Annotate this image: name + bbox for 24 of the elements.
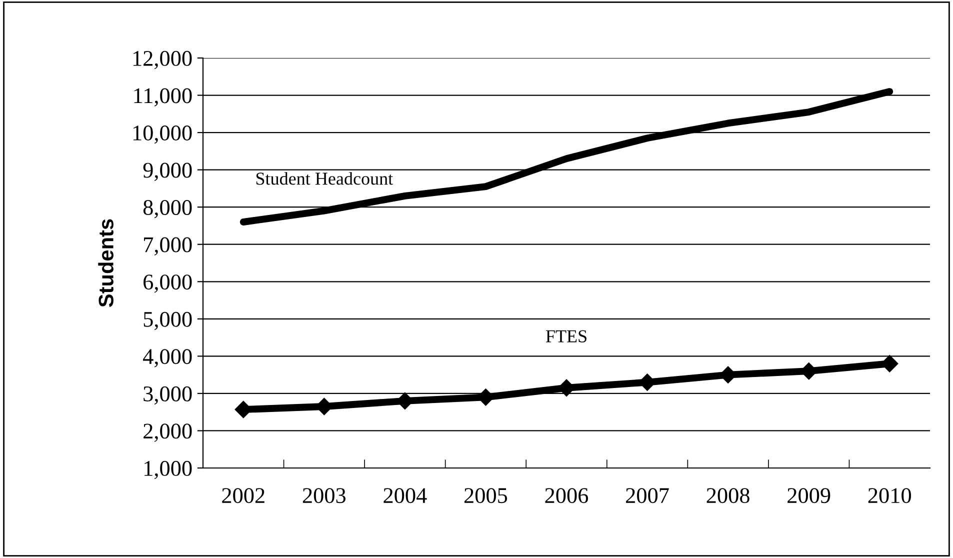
y-tick-label: 9,000 (143, 162, 192, 181)
y-tick-label: 6,000 (144, 274, 192, 293)
x-tick-label: 2010 (868, 488, 911, 504)
x-tick-label: 2003 (302, 488, 346, 504)
y-tick-label: 12,000 (133, 50, 192, 70)
y-axis-title: Students (98, 219, 114, 307)
y-tick-label: 4,000 (143, 349, 192, 368)
x-tick-label: 2006 (545, 488, 588, 504)
x-tick-label: 2002 (222, 488, 264, 504)
y-tick-label: 5,000 (144, 312, 192, 330)
series-label: Student Headcount (256, 172, 394, 185)
y-tick-label: 11,000 (134, 88, 192, 106)
y-tick-label: 10,000 (133, 125, 192, 144)
y-tick-label: 2,000 (144, 424, 192, 442)
x-tick-label: 2009 (788, 488, 830, 504)
x-tick-label: 2008 (706, 488, 750, 504)
x-tick-label: 2005 (464, 488, 508, 504)
x-tick-label: 2004 (384, 488, 427, 504)
text: FTES (546, 330, 586, 342)
y-tick-label: 1,000 (144, 460, 192, 480)
y-tick-label: 3,000 (144, 386, 192, 405)
y-tick-label: 8,000 (143, 200, 192, 218)
x-tick-label: 2007 (626, 488, 669, 504)
y-tick-label: 7,000 (144, 237, 192, 256)
